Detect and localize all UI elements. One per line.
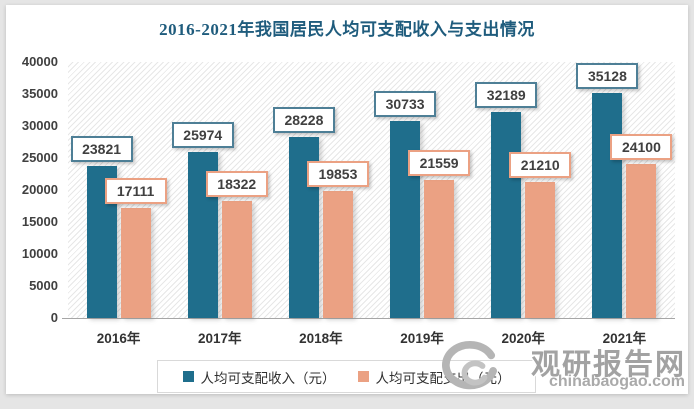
chart-card: 2016-2021年我国居民人均可支配收入与支出情况 40000 35000 300… (6, 5, 688, 394)
expense-value-label: 19853 (306, 160, 369, 187)
expense-value-label: 17111 (104, 178, 167, 205)
watermark-name: 观研报告网 (530, 349, 686, 381)
expense-legend-swatch (357, 371, 369, 382)
y-axis-label: 40000 (21, 54, 58, 69)
watermark: 观研报告网 chinabaogao.com (442, 335, 688, 395)
legend-item: 人均可支配收入（元） (182, 367, 336, 387)
x-axis-label: 2017年 (197, 331, 242, 346)
y-axis-label: 15000 (21, 214, 58, 229)
expense-bar (424, 180, 455, 318)
y-axis-label: 20000 (21, 182, 58, 197)
x-axis-label: 2020年 (501, 331, 546, 346)
income-value-label: 23821 (70, 135, 133, 162)
x-axis-label: 2018年 (299, 331, 343, 346)
income-value-label: 35128 (576, 63, 639, 90)
x-axis-line (62, 318, 675, 319)
expense-bar (322, 190, 353, 318)
x-axis-label: 2021年 (602, 331, 647, 346)
expense-bar (525, 182, 556, 318)
expense-value-label: 21210 (509, 152, 572, 179)
x-axis-label: 2019年 (400, 331, 444, 346)
expense-bar (120, 208, 151, 318)
expense-value-label: 18322 (205, 170, 268, 197)
expense-bar (221, 200, 252, 318)
income-bar (491, 111, 522, 318)
y-axis-label: 0 (50, 310, 58, 325)
y-axis-label: 5000 (29, 278, 58, 293)
income-bar (592, 93, 623, 318)
expense-value-label: 24100 (610, 133, 673, 160)
plot-area (68, 62, 675, 318)
expense-bar (626, 163, 657, 318)
income-value-label: 32189 (475, 81, 538, 108)
income-value-label: 28228 (272, 107, 335, 134)
y-axis-label: 30000 (21, 118, 58, 133)
legend-label: 人均可支配收入（元） (200, 370, 336, 386)
watermark-domain: chinabaogao.com (548, 373, 685, 390)
income-value-label: 30733 (374, 91, 437, 118)
y-axis-label: 10000 (21, 246, 58, 261)
x-axis-label: 2016年 (96, 331, 141, 346)
expense-value-label: 21559 (408, 150, 471, 177)
y-axis-label: 35000 (21, 86, 58, 101)
chart-title: 2016-2021年我国居民人均可支配收入与支出情况 (159, 20, 535, 39)
swirl-g-icon (440, 339, 498, 400)
income-legend-swatch (182, 371, 194, 382)
y-axis-label: 25000 (21, 150, 58, 165)
income-value-label: 25974 (171, 121, 234, 148)
